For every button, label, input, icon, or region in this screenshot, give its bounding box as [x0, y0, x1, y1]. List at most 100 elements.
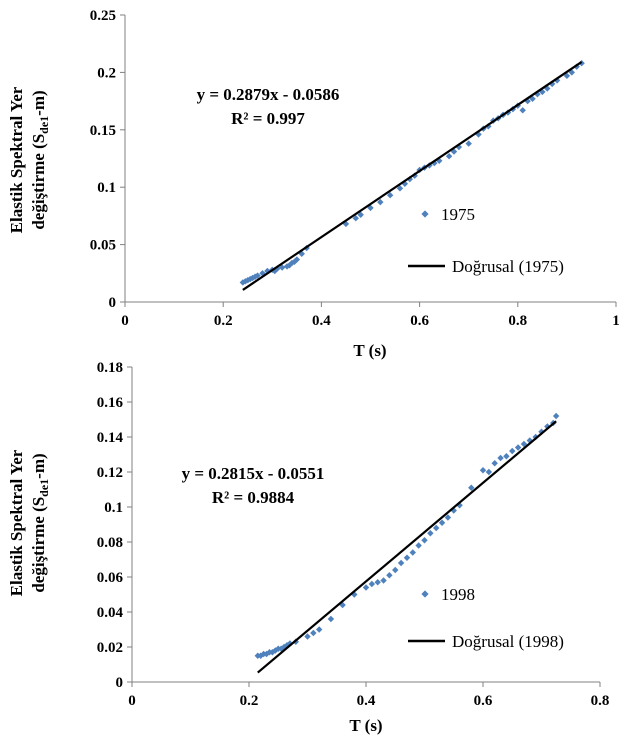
- y-tick-label: 0.08: [97, 535, 123, 551]
- data-point: [497, 454, 504, 462]
- data-point: [327, 615, 335, 623]
- y-axis-title-subscript: de1: [37, 116, 51, 134]
- data-point: [450, 148, 458, 155]
- y-tick-label: 0.04: [97, 605, 124, 621]
- data-point: [568, 69, 576, 76]
- x-tick-label: 1: [612, 313, 620, 329]
- trendline-r-squared: R² = 0.9884: [212, 488, 295, 507]
- data-point: [411, 172, 418, 179]
- y-axis-title-line1: Elastik Spektral Yer: [7, 449, 26, 596]
- data-point: [368, 580, 376, 588]
- y-axis-title-line2: değiştirme (Sde1-m): [29, 90, 51, 229]
- y-tick-label: 0.05: [90, 238, 116, 254]
- y-axis-title-part: -m): [29, 90, 48, 115]
- x-tick-label: 0: [121, 313, 129, 329]
- trendline: [257, 420, 557, 674]
- x-tick-label: 0.2: [240, 693, 259, 709]
- data-point: [548, 80, 556, 88]
- data-point: [503, 453, 510, 460]
- y-tick-label: 0.15: [90, 123, 116, 139]
- data-point: [520, 440, 528, 448]
- data-point: [514, 444, 522, 451]
- data-point: [278, 264, 286, 271]
- data-point: [529, 95, 536, 103]
- x-tick-label: 0.4: [312, 313, 331, 329]
- y-tick-label: 0.12: [97, 465, 123, 481]
- data-point: [396, 185, 404, 192]
- data-point: [352, 214, 359, 222]
- legend-label-trendline: Doğrusal (1975): [452, 257, 564, 276]
- data-point: [468, 484, 475, 491]
- data-point: [438, 519, 446, 526]
- data-point: [532, 433, 539, 441]
- legend-label-points: 1998: [441, 585, 475, 604]
- data-point: [310, 629, 317, 637]
- y-axis-title-part: değiştirme (S: [29, 134, 48, 230]
- x-axis-title: T (s): [353, 341, 386, 360]
- x-tick-label: 0.6: [410, 313, 429, 329]
- y-axis-title-part: -m): [29, 453, 48, 478]
- data-point: [479, 467, 487, 474]
- y-tick-label: 0.02: [97, 640, 123, 656]
- y-tick-label: 0: [116, 675, 124, 691]
- data-point: [374, 579, 381, 586]
- x-axis-title: T (s): [349, 716, 382, 735]
- series-1998-points: [254, 412, 560, 659]
- trendline-equation: y = 0.2815x - 0.0551: [182, 464, 325, 483]
- y-tick-label: 0.25: [90, 8, 116, 24]
- x-tick-label: 0.4: [357, 693, 376, 709]
- data-point: [406, 175, 413, 183]
- data-point: [254, 272, 261, 279]
- data-point: [415, 542, 422, 549]
- y-axis-title-part: değiştirme (S: [29, 497, 48, 593]
- data-point: [386, 192, 394, 199]
- chart-2: 0 0.02 0.04 0.06 0.08 0.1 0.12 0.14 0.16 0.18 0 0.2…: [7, 360, 609, 735]
- data-point: [397, 559, 405, 567]
- data-point: [357, 211, 364, 218]
- trendline-r-squared: R² = 0.997: [231, 109, 305, 128]
- data-point: [380, 577, 387, 584]
- x-tick-label: 0.6: [474, 693, 493, 709]
- data-point: [563, 72, 571, 80]
- legend-label-points: 1975: [441, 205, 475, 224]
- data-point: [316, 626, 323, 633]
- data-point: [445, 153, 453, 160]
- y-tick-label: 0.16: [97, 395, 124, 411]
- x-tick-label: 0: [128, 693, 136, 709]
- y-tick-label: 0.06: [97, 570, 124, 586]
- data-point: [433, 524, 440, 532]
- data-point: [553, 77, 561, 84]
- x-tick-label: 0.8: [508, 313, 527, 329]
- data-point: [465, 140, 472, 147]
- y-tick-label: 0.18: [97, 360, 123, 376]
- data-point: [509, 447, 516, 455]
- y-tick-label: 0.2: [97, 65, 116, 81]
- x-tick-label: 0.8: [591, 693, 610, 709]
- trendline-equation: y = 0.2879x - 0.0586: [197, 85, 340, 104]
- legend-label-trendline: Doğrusal (1998): [452, 632, 564, 651]
- data-point: [444, 514, 452, 521]
- data-point: [544, 423, 551, 430]
- data-point: [491, 460, 498, 467]
- trendline: [242, 61, 583, 291]
- y-tick-label: 0.14: [97, 430, 124, 446]
- data-point: [249, 274, 256, 282]
- data-point: [427, 530, 434, 537]
- data-point: [552, 412, 560, 420]
- data-point: [362, 584, 370, 591]
- data-point: [409, 549, 416, 556]
- data-point: [304, 633, 311, 640]
- data-point: [392, 566, 399, 574]
- y-axis-title-line2: değiştirme (Sde1-m): [29, 453, 51, 592]
- data-point: [573, 63, 580, 70]
- data-point: [421, 537, 428, 544]
- data-point: [377, 198, 384, 206]
- y-axis-title-subscript: de1: [37, 479, 51, 497]
- y-tick-label: 0: [109, 295, 117, 311]
- y-tick-label: 0.1: [104, 500, 123, 516]
- legend-marker-points: [421, 590, 429, 598]
- data-point: [519, 107, 526, 114]
- chart-1: 0 0.05 0.1 0.15 0.2 0.25 0 0.2 0.4 0.6 0.8 1 T (s) El…: [7, 8, 620, 360]
